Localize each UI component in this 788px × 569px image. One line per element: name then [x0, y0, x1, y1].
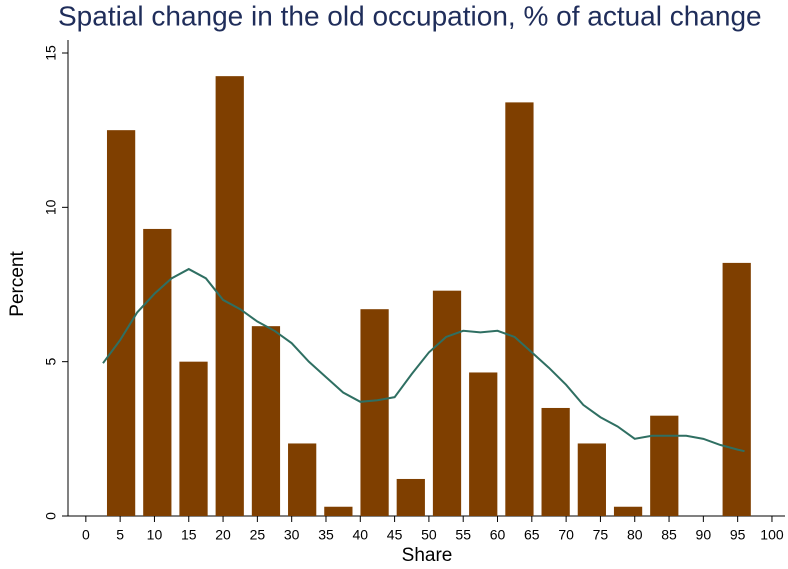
x-axis-title: Share	[402, 545, 453, 566]
x-tick-label: 60	[490, 527, 506, 543]
bar	[650, 415, 679, 516]
y-tick-label: 0	[43, 512, 59, 520]
x-tick-label: 75	[593, 527, 609, 543]
bar	[432, 290, 462, 516]
x-tick-label: 55	[455, 527, 471, 543]
bar	[577, 443, 606, 516]
x-tick-label: 50	[421, 527, 437, 543]
bar	[360, 309, 389, 516]
bar	[505, 102, 534, 517]
x-tick-label: 100	[760, 527, 784, 543]
x-tick-label: 20	[215, 527, 231, 543]
bar	[324, 506, 353, 516]
density-line	[102, 267, 745, 453]
bar	[469, 372, 498, 516]
x-tick-label: 10	[147, 527, 163, 543]
x-tick-label: 15	[181, 527, 197, 543]
bar	[143, 228, 172, 516]
chart-title: Spatial change in the old occupation, % …	[58, 0, 762, 31]
bar	[396, 478, 425, 516]
x-tick-label: 35	[318, 527, 334, 543]
y-tick-label: 15	[43, 45, 59, 61]
y-axis-title: Percent	[7, 251, 28, 317]
x-tick-label: 5	[116, 527, 124, 543]
x-tick-label: 70	[558, 527, 574, 543]
bar	[179, 361, 208, 516]
x-tick-label: 85	[661, 527, 677, 543]
x-tick-label: 65	[524, 527, 540, 543]
x-tick-label: 0	[82, 527, 90, 543]
y-tick-label: 10	[43, 199, 59, 215]
x-tick-label: 90	[696, 527, 712, 543]
x-tick-label: 30	[284, 527, 300, 543]
x-tick-label: 40	[352, 527, 368, 543]
bar	[541, 407, 570, 516]
x-tick-label: 95	[730, 527, 746, 543]
x-tick-label: 25	[250, 527, 266, 543]
x-tick-label: 80	[627, 527, 643, 543]
bar	[613, 506, 643, 516]
y-tick-label: 5	[43, 358, 59, 366]
bar	[251, 326, 281, 516]
x-tick-label: 45	[387, 527, 403, 543]
bar	[288, 443, 317, 516]
bar	[722, 262, 751, 516]
